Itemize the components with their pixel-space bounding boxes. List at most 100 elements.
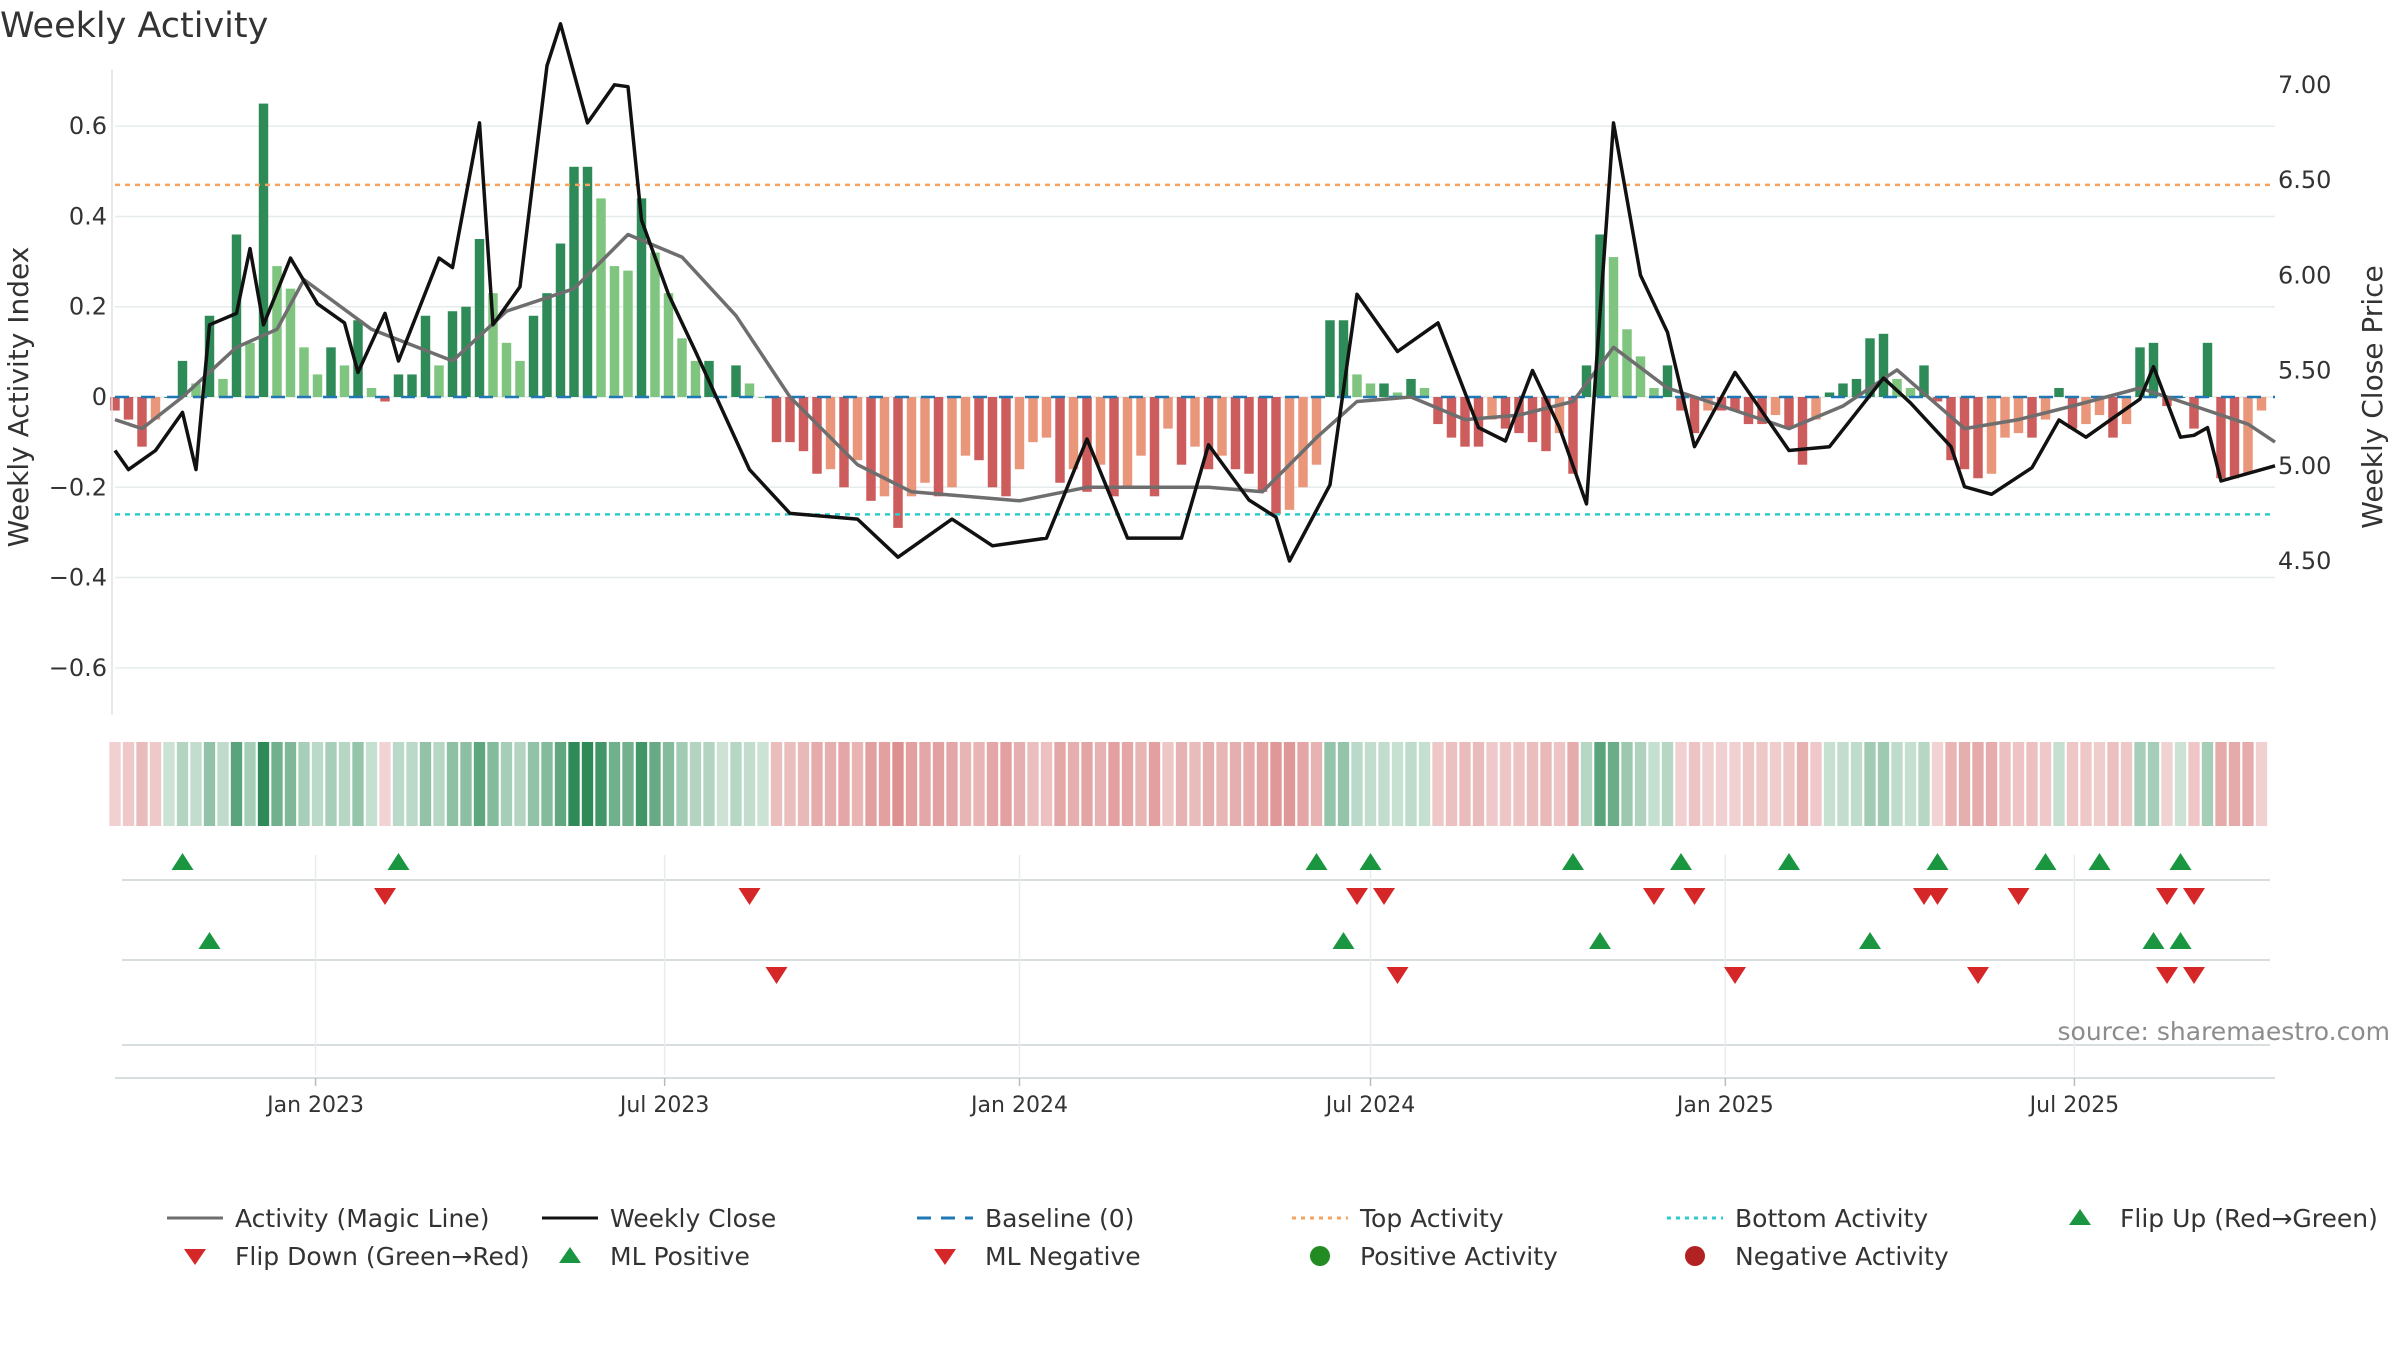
activity-bar bbox=[2067, 397, 2078, 429]
y-tick-label: −0.2 bbox=[49, 473, 107, 501]
activity-bar bbox=[528, 315, 539, 397]
heatmap-cell bbox=[2066, 742, 2079, 826]
heatmap-cell bbox=[122, 742, 135, 826]
heatmap-cell bbox=[1715, 742, 1728, 826]
activity-bar bbox=[1622, 329, 1632, 397]
activity-bar bbox=[1946, 397, 1956, 461]
legend-item-weekly-close: Weekly Close bbox=[540, 1203, 776, 1233]
activity-bar bbox=[623, 270, 633, 397]
activity-bar bbox=[1716, 397, 1727, 411]
legend-label: Flip Down (Green→Red) bbox=[235, 1241, 530, 1271]
flip-up-marker bbox=[1562, 853, 1584, 870]
activity-bar bbox=[1986, 397, 1997, 474]
heatmap-cell bbox=[1513, 742, 1525, 826]
flip-up-marker bbox=[171, 853, 194, 870]
heatmap-cell bbox=[392, 742, 405, 826]
activity-bars bbox=[110, 103, 2267, 528]
legend-label: Activity (Magic Line) bbox=[235, 1203, 490, 1233]
heatmap-cell bbox=[487, 742, 499, 826]
heatmap-cell bbox=[1391, 742, 1404, 826]
heatmap-cell bbox=[2134, 742, 2146, 826]
activity-bar bbox=[812, 397, 822, 474]
legend-label: ML Negative bbox=[985, 1241, 1141, 1271]
activity-bar bbox=[2000, 397, 2010, 438]
activity-bar bbox=[1959, 397, 1970, 470]
activity-bar bbox=[906, 397, 917, 497]
heatmap-cell bbox=[325, 742, 337, 826]
activity-bar bbox=[582, 166, 593, 397]
activity-bar bbox=[501, 342, 512, 397]
activity-bar bbox=[1635, 356, 1646, 397]
heatmap-cell bbox=[1243, 742, 1255, 826]
legend-label: Positive Activity bbox=[1360, 1241, 1558, 1271]
heatmap-cell bbox=[136, 742, 148, 826]
signal-markers: Jan 2023 Jul 2023 Jan 2024 Jul 2024 Jan 2025… bbox=[115, 853, 2275, 1118]
activity-bar bbox=[852, 397, 863, 461]
activity-bar bbox=[1527, 397, 1538, 443]
heatmap-cell bbox=[1499, 742, 1512, 826]
y-tick-label: 0.6 bbox=[69, 112, 107, 140]
flip-up-marker bbox=[2088, 853, 2111, 870]
y2-tick-label: 6.00 bbox=[2278, 261, 2331, 289]
heatmap-cell bbox=[703, 742, 715, 826]
ml-negative-marker bbox=[2156, 967, 2178, 984]
heatmap-cell bbox=[1742, 742, 1755, 826]
activity-bar bbox=[1365, 383, 1376, 397]
activity-bar bbox=[1743, 397, 1754, 425]
heatmap-cell bbox=[770, 742, 783, 826]
heatmap-cell bbox=[1405, 742, 1417, 826]
activity-bar bbox=[1325, 320, 1335, 397]
heatmap-cell bbox=[271, 742, 283, 826]
activity-bar bbox=[420, 315, 431, 397]
heatmap-cell bbox=[1607, 742, 1620, 826]
activity-bar bbox=[1973, 397, 1983, 479]
heatmap-cell bbox=[1229, 742, 1242, 826]
activity-bar bbox=[1244, 397, 1254, 474]
heatmap-cell bbox=[1270, 742, 1282, 826]
y2-tick-label: 5.50 bbox=[2278, 357, 2331, 385]
activity-bar bbox=[1271, 397, 1281, 515]
activity-bar bbox=[1824, 392, 1835, 397]
activity-bar bbox=[1149, 397, 1160, 497]
activity-bar bbox=[447, 311, 458, 397]
activity-bar bbox=[785, 397, 795, 443]
activity-bar bbox=[353, 320, 363, 397]
heatmap-cell bbox=[1634, 742, 1647, 826]
legend-label: Flip Up (Red→Green) bbox=[2120, 1203, 2378, 1233]
heatmap-cell bbox=[2080, 742, 2092, 826]
activity-bar bbox=[1730, 397, 1740, 411]
heatmap-cell bbox=[446, 742, 459, 826]
heatmap-cell bbox=[1999, 742, 2011, 826]
heatmap-cell bbox=[1202, 742, 1215, 826]
heatmap-cell bbox=[905, 742, 918, 826]
activity-bar bbox=[1109, 397, 1119, 497]
activity-bar bbox=[609, 266, 620, 397]
activity-bar bbox=[1892, 378, 1902, 397]
activity-bar bbox=[596, 198, 606, 397]
heatmap-cell bbox=[662, 742, 675, 826]
flip-down-marker bbox=[2183, 888, 2205, 905]
heatmap-cell bbox=[1796, 742, 1809, 826]
heatmap-cell bbox=[1013, 742, 1026, 826]
heatmap-cell bbox=[1256, 742, 1269, 826]
legend-item-positive-activity: Positive Activity bbox=[1290, 1241, 1558, 1271]
activity-bar bbox=[542, 293, 552, 397]
heatmap-cell bbox=[2188, 742, 2200, 826]
heatmap-cell bbox=[838, 742, 850, 826]
activity-bar bbox=[1136, 397, 1146, 456]
activity-bar bbox=[1487, 397, 1497, 420]
heatmap-cell bbox=[1189, 742, 1201, 826]
heatmap-cell bbox=[244, 742, 256, 826]
activity-bar bbox=[650, 252, 660, 397]
legend-item-ml-positive: ML Positive bbox=[540, 1241, 750, 1271]
y-tick-label: 0 bbox=[92, 383, 107, 411]
activity-bar bbox=[2202, 342, 2213, 397]
activity-bar bbox=[1379, 383, 1389, 397]
heatmap-cell bbox=[1621, 742, 1633, 826]
activity-bar bbox=[1460, 397, 1470, 447]
activity-bar bbox=[1028, 397, 1038, 443]
y2-tick-label: 5.00 bbox=[2278, 452, 2331, 480]
ml-positive-marker bbox=[1589, 932, 1611, 949]
flip-down-marker bbox=[1373, 888, 1395, 905]
